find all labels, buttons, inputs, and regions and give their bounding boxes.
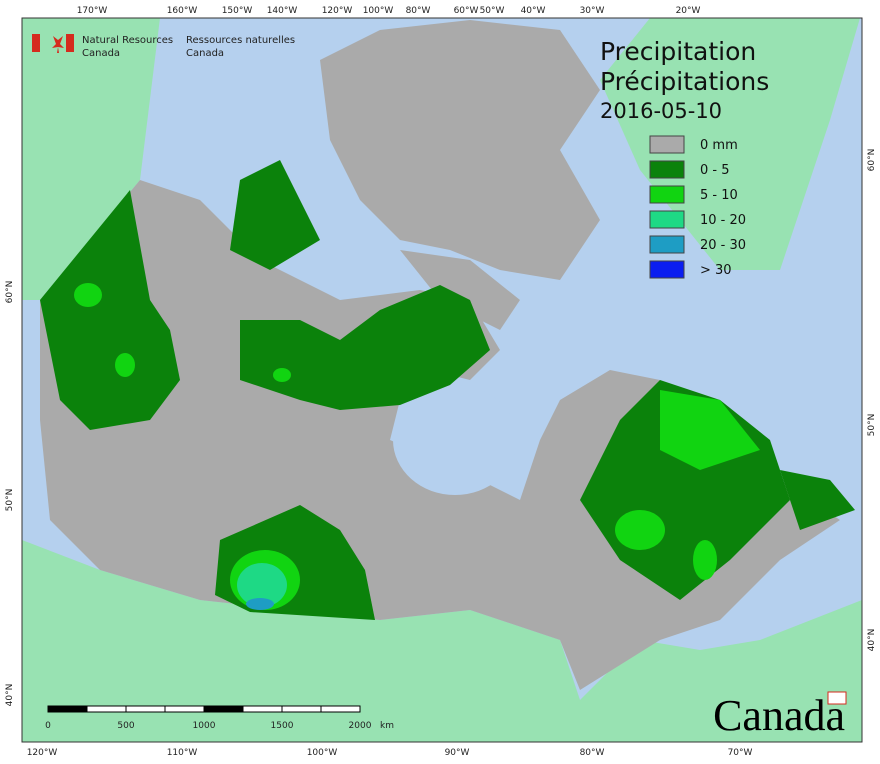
legend-swatch — [649, 160, 685, 179]
usa — [22, 540, 862, 742]
lon-label: 70°W — [728, 748, 753, 758]
scale-segment — [242, 705, 283, 713]
lon-label: 160°W — [167, 6, 198, 16]
precip-spot — [693, 540, 717, 580]
maple-leaf — [52, 36, 64, 53]
precip-newfoundland — [780, 470, 855, 530]
lon-label: 100°W — [307, 748, 338, 758]
flag — [66, 34, 74, 52]
legend-swatch — [649, 210, 685, 229]
scale-bar: 0 500 1000 1500 2000 km — [45, 705, 394, 731]
lon-label: 20°W — [676, 6, 701, 16]
precip-arctic — [230, 160, 320, 270]
legend-swatch — [649, 185, 685, 204]
legend-swatch — [649, 135, 685, 154]
precip-spot — [615, 510, 665, 550]
scale-unit: km — [380, 721, 394, 731]
lon-label: 150°W — [222, 6, 253, 16]
lat-label: 60°N — [5, 281, 15, 304]
date: 2016-05-10 — [600, 99, 722, 123]
lon-label: 120°W — [27, 748, 58, 758]
scale-label: 2000 — [349, 721, 372, 731]
hudson-bay — [393, 385, 517, 495]
precip-spot — [115, 353, 135, 377]
agency-en: Natural Resources — [82, 35, 173, 46]
precip-spot — [273, 368, 291, 382]
scale-segment — [86, 705, 127, 713]
precip-spot — [74, 283, 102, 307]
legend-label: 0 - 5 — [700, 163, 730, 178]
legend-label: 20 - 30 — [700, 238, 746, 253]
precip-spot — [237, 563, 287, 607]
flag — [32, 34, 40, 52]
agency-fr: Ressources naturelles — [186, 35, 295, 46]
scale-segment — [125, 705, 166, 713]
title: Précipitations — [600, 67, 769, 96]
wordmark-flag — [827, 691, 847, 705]
precip-west — [40, 190, 180, 430]
lon-label: 120°W — [322, 6, 353, 16]
agency-block: Natural Resources Canada Ressources nature… — [82, 35, 295, 59]
lon-label: 140°W — [267, 6, 298, 16]
agency-fr: Canada — [186, 48, 224, 59]
lat-label: 50°N — [867, 414, 877, 437]
legend-swatch — [649, 260, 685, 279]
lon-label: 170°W — [77, 6, 108, 16]
graticule-labels: 170°W 160°W 150°W 140°W 120°W 100°W 80°W 60°W 50… — [5, 6, 877, 758]
legend-label: 10 - 20 — [700, 213, 746, 228]
lon-label: 80°W — [580, 748, 605, 758]
legend-swatch — [649, 235, 685, 254]
legend-label: 0 mm — [700, 138, 738, 153]
frame — [21, 17, 863, 743]
scale-segment — [164, 705, 205, 713]
lon-label: 100°W — [363, 6, 394, 16]
baffin-south — [400, 250, 520, 330]
lon-label: 50°W — [480, 6, 505, 16]
lon-label: 60°W — [454, 6, 479, 16]
precip-labrador — [660, 390, 760, 470]
lat-label: 40°N — [5, 684, 15, 707]
greenland — [600, 18, 860, 270]
scale-label: 1500 — [271, 721, 294, 731]
lon-label: 110°W — [167, 748, 198, 758]
scale-segment — [47, 705, 88, 713]
scale-label: 0 — [45, 721, 51, 731]
lat-label: 40°N — [867, 629, 877, 652]
scale-segment — [320, 705, 361, 713]
arctic-islands — [320, 20, 600, 280]
scale-label: 1000 — [193, 721, 216, 731]
precip-north — [240, 285, 490, 410]
lat-label: 50°N — [5, 489, 15, 512]
lon-label: 90°W — [445, 748, 470, 758]
lon-label: 80°W — [406, 6, 431, 16]
agency-en: Canada — [82, 48, 120, 59]
lon-label: 30°W — [580, 6, 605, 16]
scale-segment — [203, 705, 244, 713]
alaska — [22, 18, 160, 300]
map-area — [22, 18, 862, 742]
wordmark: Canada — [713, 691, 845, 740]
lon-label: 40°W — [521, 6, 546, 16]
legend-label: 5 - 10 — [700, 188, 738, 203]
lat-label: 60°N — [867, 149, 877, 172]
precip-spot — [246, 598, 274, 610]
legend-label: > 30 — [700, 263, 732, 278]
scale-segment — [281, 705, 322, 713]
title: Precipitation — [600, 37, 756, 66]
scale-label: 500 — [117, 721, 134, 731]
